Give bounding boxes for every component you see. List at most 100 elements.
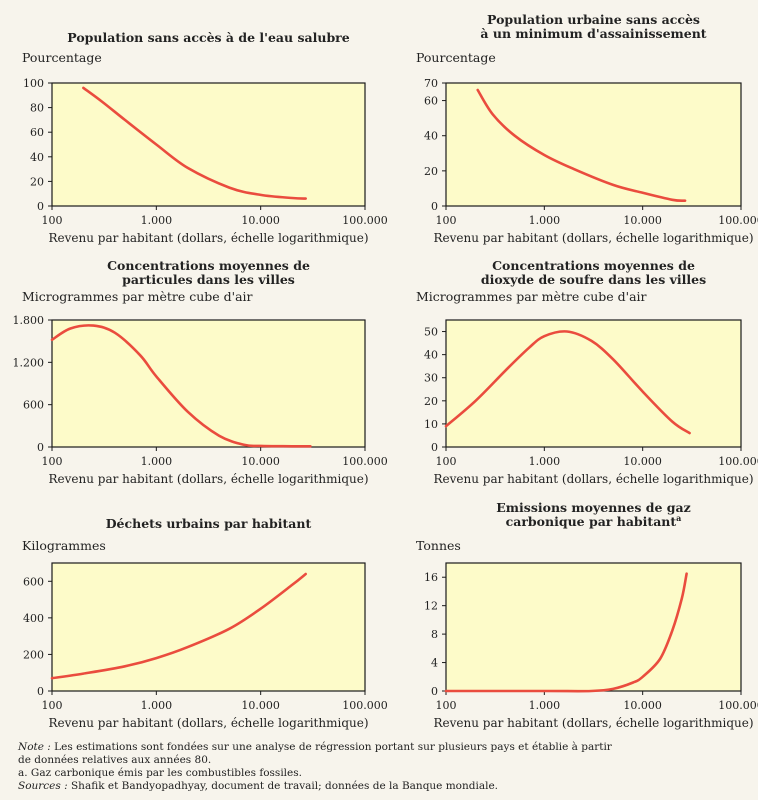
y-tick-label: 200 <box>23 648 44 661</box>
y-tick-label: 70 <box>424 77 438 90</box>
plot-area <box>445 319 742 448</box>
y-tick-label: 80 <box>30 102 44 115</box>
x-tick-label: 100 <box>42 699 63 712</box>
title-footnote-marker: a <box>676 513 681 523</box>
x-tick-label: 100.000 <box>718 214 758 227</box>
x-tick-label: 10.000 <box>241 455 280 468</box>
x-tick-label: 10.000 <box>241 214 280 227</box>
chart-panel-1: Population sans accès à de l'eau salubre… <box>22 30 388 245</box>
series-line <box>82 86 307 200</box>
x-tick-label: 10.000 <box>241 699 280 712</box>
chart-title-line: dioxyde de soufre dans les villes <box>481 272 706 287</box>
x-tick-label: 100.000 <box>342 699 388 712</box>
y-tick-label: 1.800 <box>13 314 45 327</box>
y-tick-label: 0 <box>431 441 438 454</box>
y-tick-label: 0 <box>37 441 44 454</box>
note-line-2: de données relatives aux années 80. <box>18 754 212 766</box>
y-tick-label: 0 <box>431 685 438 698</box>
y-tick-label: 0 <box>37 200 44 213</box>
sources-text: Shafik et Bandyopadhyay, document de tra… <box>67 780 499 792</box>
y-tick-label: 8 <box>431 628 438 641</box>
y-axis-unit: Kilogrammes <box>22 538 106 553</box>
x-tick-label: 10.000 <box>623 455 662 468</box>
y-tick-label: 600 <box>23 575 44 588</box>
x-axis-label: Revenu par habitant (dollars, échelle lo… <box>48 472 368 486</box>
series-line <box>444 572 688 693</box>
plot-area <box>51 319 366 448</box>
x-tick-label: 100 <box>436 214 457 227</box>
plot-area <box>445 562 742 692</box>
y-tick-label: 40 <box>30 151 44 164</box>
note-label: Note : <box>18 741 51 753</box>
y-tick-label: 600 <box>23 399 44 412</box>
sources-line: Sources : Shafik et Bandyopadhyay, docum… <box>18 780 738 793</box>
y-tick-label: 400 <box>23 612 44 625</box>
x-tick-label: 1.000 <box>141 699 173 712</box>
y-tick-label: 20 <box>30 175 44 188</box>
plot-area <box>445 82 742 207</box>
chart-title-line: particules dans les villes <box>122 272 295 287</box>
x-axis-label: Revenu par habitant (dollars, échelle lo… <box>433 231 753 245</box>
notes-block: Note : Les estimations sont fondées sur … <box>18 741 738 793</box>
x-axis-label: Revenu par habitant (dollars, échelle lo… <box>48 231 368 245</box>
x-tick-label: 1.000 <box>529 455 561 468</box>
y-tick-label: 10 <box>424 418 438 431</box>
y-axis-unit: Tonnes <box>416 538 461 553</box>
y-tick-label: 20 <box>424 395 438 408</box>
x-tick-label: 1.000 <box>529 214 561 227</box>
y-tick-label: 60 <box>424 95 438 108</box>
x-tick-label: 100.000 <box>718 455 758 468</box>
x-tick-label: 100 <box>436 699 457 712</box>
x-tick-label: 100.000 <box>342 214 388 227</box>
x-tick-label: 1.000 <box>141 214 173 227</box>
x-axis-label: Revenu par habitant (dollars, échelle lo… <box>433 472 753 486</box>
chart-title-line: Déchets urbains par habitant <box>106 516 312 531</box>
y-axis-unit: Microgrammes par mètre cube d'air <box>22 289 253 304</box>
y-tick-label: 20 <box>424 165 438 178</box>
chart-title-line: Population urbaine sans accès <box>487 12 700 27</box>
series-line <box>50 324 312 448</box>
x-tick-label: 100.000 <box>718 699 758 712</box>
x-tick-label: 10.000 <box>623 699 662 712</box>
x-axis-label: Revenu par habitant (dollars, échelle lo… <box>433 716 753 730</box>
x-tick-label: 1.000 <box>141 455 173 468</box>
charts-canvas: Population sans accès à de l'eau salubre… <box>13 12 758 730</box>
chart-title-line: Concentrations moyennes de <box>107 258 310 273</box>
y-axis-unit: Pourcentage <box>22 50 102 65</box>
series-line <box>444 330 691 435</box>
chart-title-line: carbonique par habitanta <box>506 513 682 529</box>
x-tick-label: 100 <box>42 455 63 468</box>
y-tick-label: 50 <box>424 326 438 339</box>
note-text: Les estimations sont fondées sur une ana… <box>50 741 612 753</box>
plot-area <box>51 82 366 207</box>
x-tick-label: 100 <box>42 214 63 227</box>
chart-title-line: Emissions moyennes de gaz <box>496 500 690 515</box>
y-tick-label: 40 <box>424 349 438 362</box>
chart-title-line: à un minimum d'assainissement <box>480 26 706 41</box>
x-tick-label: 100.000 <box>342 455 388 468</box>
footnote-a: a. Gaz carbonique émis par les combustib… <box>18 767 302 779</box>
y-axis-unit: Microgrammes par mètre cube d'air <box>416 289 647 304</box>
y-tick-label: 12 <box>424 600 438 613</box>
y-tick-label: 0 <box>431 200 438 213</box>
y-tick-label: 100 <box>23 77 44 90</box>
x-tick-label: 1.000 <box>529 699 561 712</box>
sources-label: Sources : <box>18 780 68 792</box>
y-tick-label: 40 <box>424 130 438 143</box>
series-line <box>50 572 307 680</box>
x-axis-label: Revenu par habitant (dollars, échelle lo… <box>48 716 368 730</box>
x-tick-label: 100 <box>436 455 457 468</box>
chart-title-line: Concentrations moyennes de <box>492 258 695 273</box>
y-tick-label: 1.200 <box>13 356 45 369</box>
y-tick-label: 60 <box>30 126 44 139</box>
y-tick-label: 4 <box>431 657 438 670</box>
y-tick-label: 30 <box>424 372 438 385</box>
y-tick-label: 16 <box>424 571 438 584</box>
y-axis-unit: Pourcentage <box>416 50 496 65</box>
note-line-1: Note : Les estimations sont fondées sur … <box>18 741 738 754</box>
